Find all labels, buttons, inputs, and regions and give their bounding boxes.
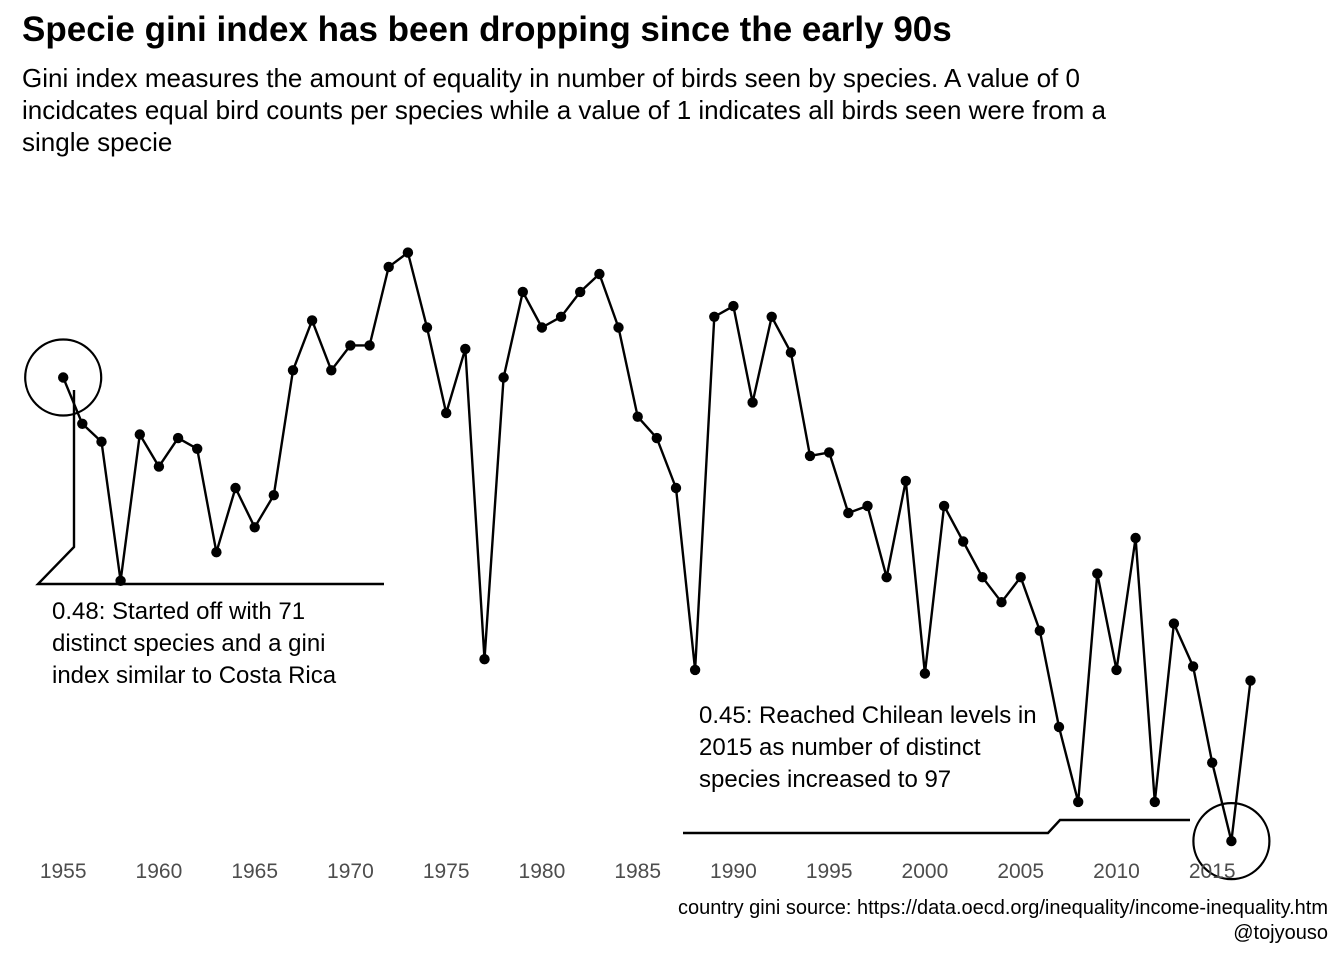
data-point-2017 <box>1245 675 1256 686</box>
data-point-1987 <box>670 482 682 494</box>
x-tick-label: 1955 <box>40 860 87 883</box>
chart-subtitle: Gini index measures the amount of equali… <box>22 63 1106 157</box>
x-tick-label: 1980 <box>519 860 566 883</box>
data-point-2012 <box>1149 796 1161 808</box>
chart-title: Specie gini index has been dropping sinc… <box>22 10 952 49</box>
data-point-1983 <box>594 268 605 280</box>
series-group <box>62 251 1252 843</box>
data-point-1971 <box>364 340 375 351</box>
data-point-1998 <box>881 572 892 583</box>
data-point-1995 <box>824 447 835 458</box>
data-point-2006 <box>1034 625 1046 636</box>
data-point-2000 <box>919 668 931 679</box>
annotation-start-connector <box>35 390 384 586</box>
data-point-1994 <box>804 450 816 462</box>
data-point-1962 <box>192 443 203 454</box>
data-point-2002 <box>958 536 969 547</box>
data-point-2001 <box>938 500 950 512</box>
data-point-1968 <box>306 315 318 326</box>
caption-author: @tojyouso <box>1233 922 1328 944</box>
annotation-connectors <box>35 390 1190 835</box>
data-point-2008 <box>1073 796 1084 808</box>
data-point-1973 <box>402 247 414 258</box>
data-point-1963 <box>211 547 222 558</box>
data-point-1956 <box>77 418 88 429</box>
data-point-1970 <box>345 340 356 351</box>
x-tick-label: 1985 <box>614 860 661 883</box>
data-point-1982 <box>575 286 586 298</box>
data-point-1966 <box>268 490 279 501</box>
annotation-end-text: 0.45: Reached Chilean levels in 2015 as n… <box>699 702 1037 793</box>
data-point-1986 <box>651 432 662 444</box>
data-point-2004 <box>996 597 1007 608</box>
data-point-1961 <box>172 432 184 444</box>
data-point-2010 <box>1111 664 1122 676</box>
data-point-1955 <box>58 372 69 383</box>
data-point-1984 <box>613 322 624 333</box>
data-point-1964 <box>230 482 241 494</box>
data-point-1957 <box>96 436 107 447</box>
highlight-circles <box>24 338 1271 881</box>
data-point-2005 <box>1015 572 1026 583</box>
annotation-end-connector <box>683 818 1190 835</box>
data-point-2016 <box>1226 835 1237 847</box>
x-tick-label: 1995 <box>806 860 853 883</box>
data-point-1980 <box>536 322 548 333</box>
chart-plot: 1955 1960 1965 1970 1975 1980 1985 1990 1995 2000… <box>24 247 1271 883</box>
annotation-start-text: 0.48: Started off with 71 distinct specie… <box>52 598 337 689</box>
x-tick-label: 1990 <box>710 860 757 883</box>
data-point-2009 <box>1092 568 1103 579</box>
data-point-1959 <box>134 429 145 440</box>
data-point-1975 <box>441 407 452 419</box>
data-point-2003 <box>977 572 988 583</box>
caption-source: country gini source: https://data.oecd.o… <box>678 897 1328 919</box>
data-point-1989 <box>709 311 720 322</box>
data-point-1969 <box>326 365 337 376</box>
x-tick-label: 1975 <box>423 860 470 883</box>
points-group <box>58 247 1256 847</box>
x-axis-ticks: 1955 1960 1965 1970 1975 1980 1985 1990 1995 2000… <box>40 860 1236 883</box>
data-point-2007 <box>1053 721 1065 733</box>
highlight-circle-1955 <box>24 338 103 417</box>
data-point-1990 <box>728 300 739 312</box>
data-point-1996 <box>843 507 854 519</box>
x-tick-label: 2010 <box>1093 860 1140 883</box>
data-point-2011 <box>1130 532 1141 544</box>
x-tick-label: 1965 <box>231 860 278 883</box>
data-point-1985 <box>632 411 643 422</box>
data-point-2014 <box>1187 661 1199 672</box>
data-point-1967 <box>287 365 299 376</box>
data-point-1972 <box>383 261 394 273</box>
data-point-1977 <box>479 654 490 665</box>
data-point-1978 <box>498 372 509 383</box>
series-line <box>62 251 1252 843</box>
x-tick-label: 2015 <box>1189 860 1236 883</box>
data-point-1976 <box>460 343 471 355</box>
data-point-1958 <box>115 575 126 586</box>
x-tick-label: 2000 <box>902 860 949 883</box>
data-point-1981 <box>555 311 567 322</box>
x-tick-label: 1970 <box>327 860 374 883</box>
data-point-2013 <box>1168 618 1180 629</box>
data-point-1997 <box>862 500 873 512</box>
data-point-1974 <box>421 322 433 333</box>
data-point-1991 <box>747 397 758 408</box>
highlight-circle-2016 <box>1192 801 1271 881</box>
data-point-1960 <box>153 461 165 472</box>
x-tick-label: 1960 <box>136 860 183 883</box>
data-point-1993 <box>785 347 797 358</box>
x-tick-label: 2005 <box>997 860 1044 883</box>
data-point-2015 <box>1207 757 1218 768</box>
data-point-1992 <box>766 311 777 322</box>
data-point-1988 <box>689 664 701 676</box>
data-point-1965 <box>249 522 260 533</box>
data-point-1999 <box>900 475 911 487</box>
data-point-1979 <box>517 286 528 298</box>
